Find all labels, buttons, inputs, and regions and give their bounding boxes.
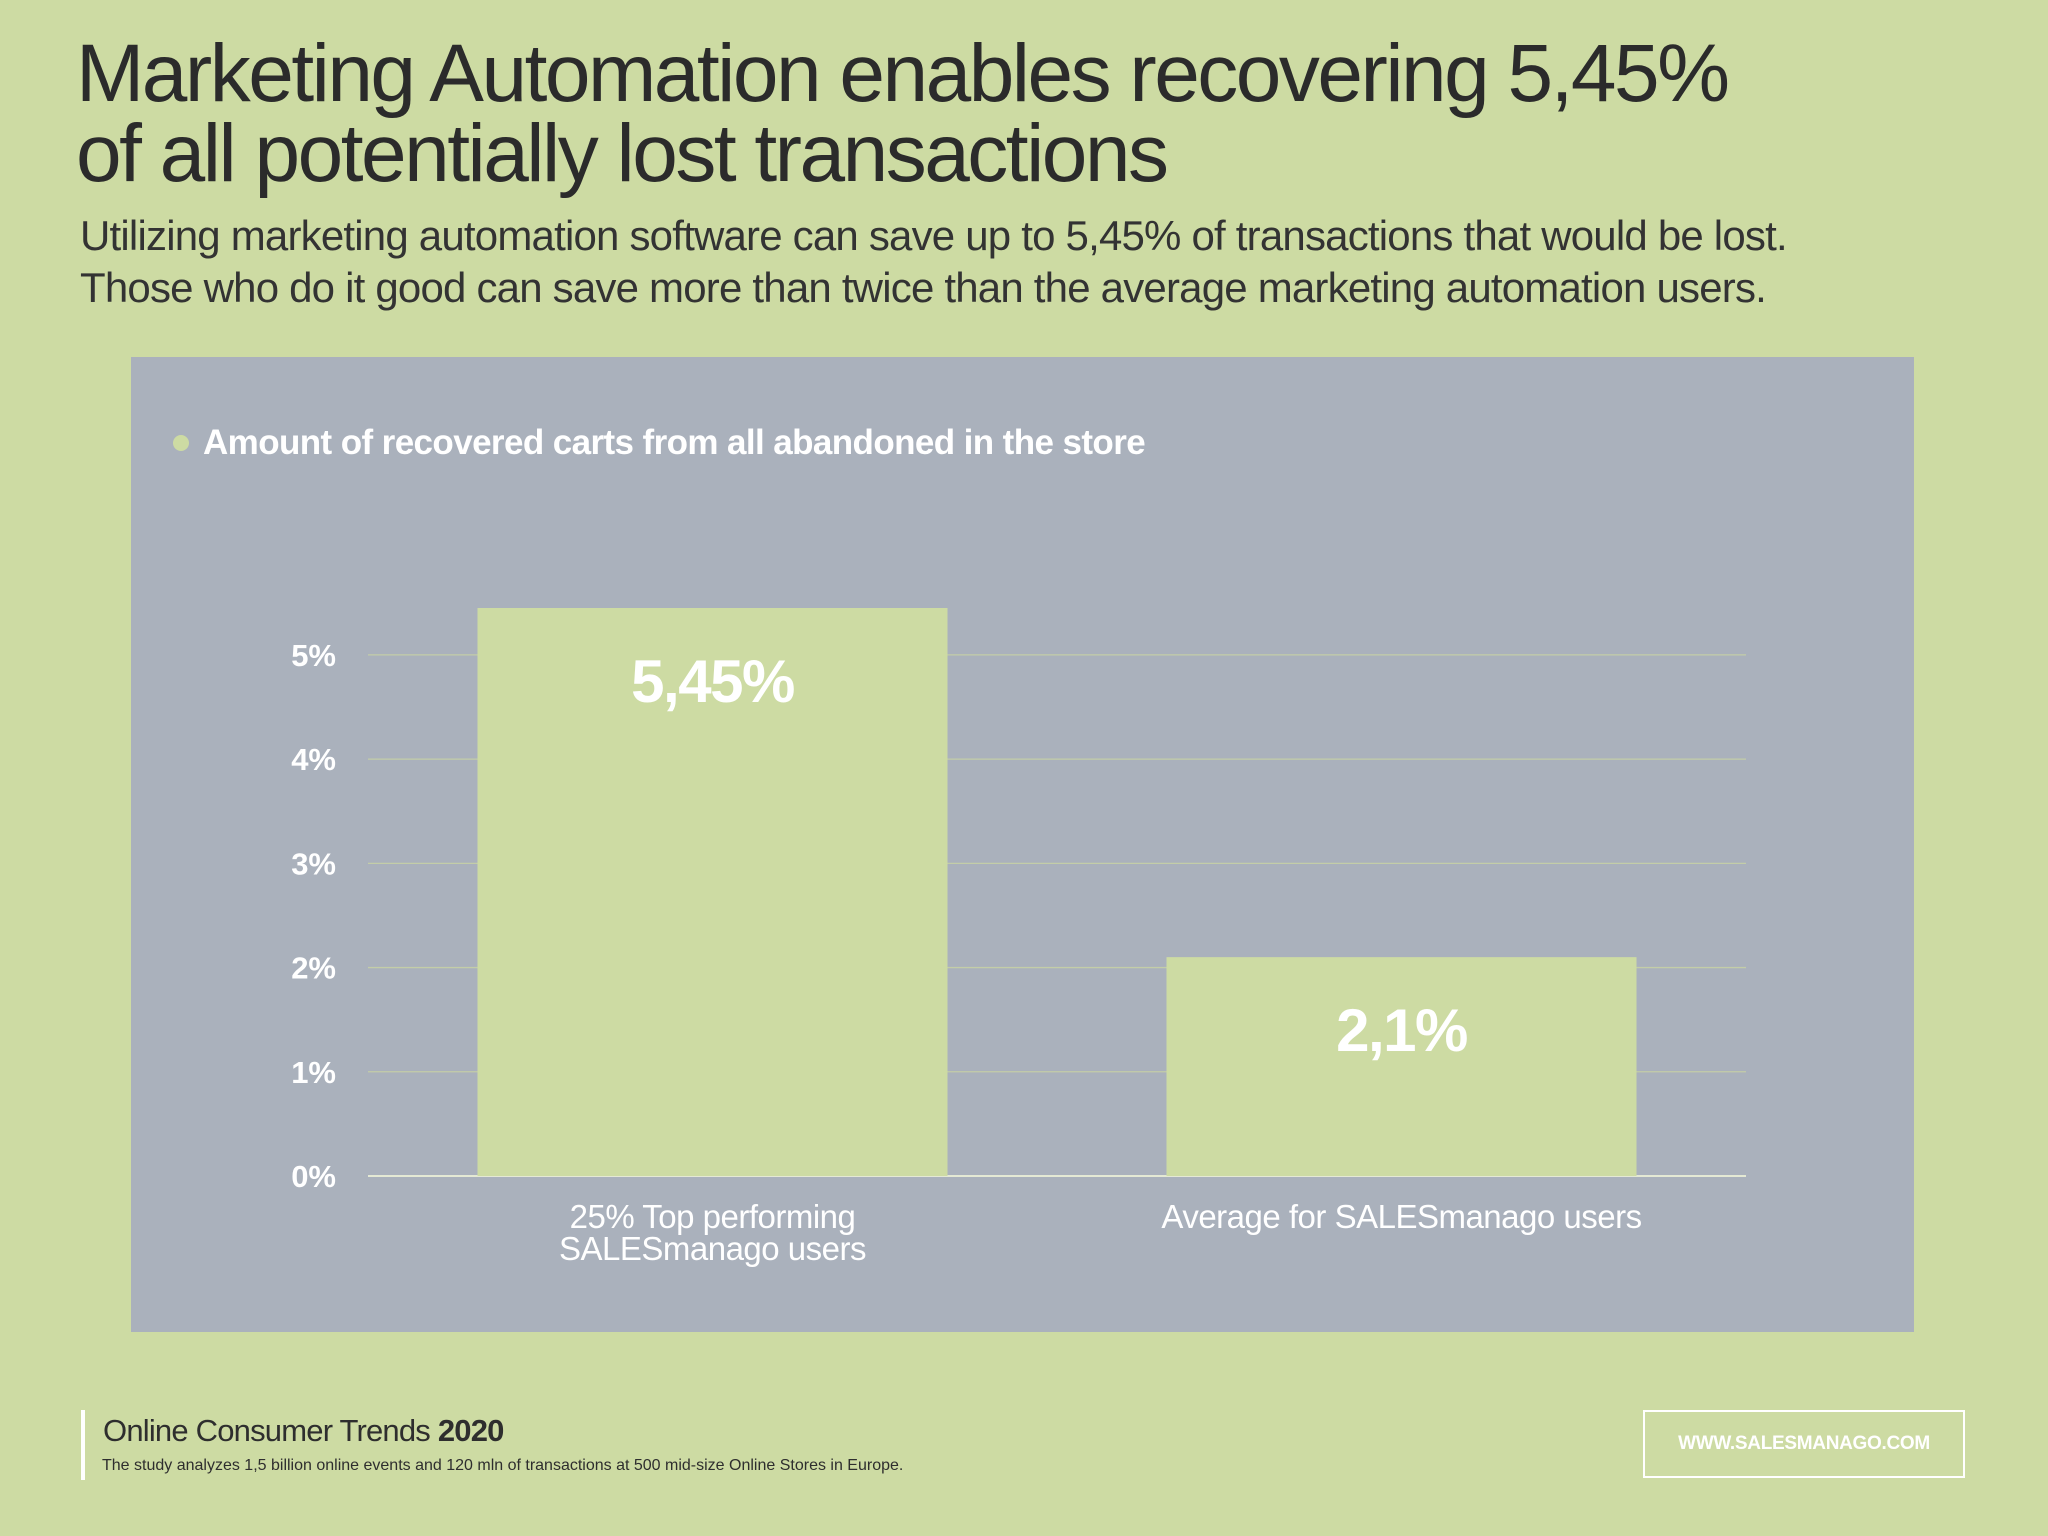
website-link-button[interactable]: WWW.SALESMANAGO.COM — [1643, 1410, 1965, 1478]
data-label: 2,1% — [1336, 997, 1467, 1064]
x-tick-label: 25% Top performing — [570, 1198, 856, 1235]
bar — [1166, 957, 1637, 1176]
y-tick-label: 0% — [291, 1159, 336, 1194]
y-tick-label: 3% — [291, 846, 336, 881]
subtitle-line-1: Utilizing marketing automation software … — [80, 212, 1788, 259]
title-line-1: Marketing Automation enables recovering … — [76, 28, 1730, 119]
y-tick-label: 5% — [291, 638, 336, 673]
bar — [477, 608, 948, 1176]
footer-title-text: Online Consumer Trends — [103, 1413, 431, 1448]
legend-label: Amount of recovered carts from all aband… — [203, 423, 1146, 462]
footer-note: The study analyzes 1,5 billion online ev… — [102, 1457, 904, 1474]
y-tick-label: 2% — [291, 951, 336, 986]
footer-year: 2020 — [437, 1413, 505, 1448]
y-tick-label: 1% — [291, 1055, 336, 1090]
footer-accent-bar — [81, 1410, 85, 1480]
bar-chart: 0% 1% 2% 3% 4% 5% 5,45% 25% Top performingSALES… — [291, 608, 1746, 1267]
page-title: Marketing Automation enables recovering … — [76, 28, 1976, 199]
chart-panel: 0% 1% 2% 3% 4% 5% 5,45% 25% Top performing SALES… — [131, 357, 1914, 1332]
title-line-2: of all potentially lost transactions — [76, 108, 1169, 199]
footer-title: Online Consumer Trends 2020 — [103, 1413, 504, 1449]
chart-legend: Amount of recovered carts from all aband… — [173, 423, 1146, 463]
x-tick-label: Average for SALESmanago users — [1161, 1198, 1641, 1235]
x-tick-label: SALESmanago users — [559, 1230, 866, 1267]
legend-marker — [173, 435, 189, 451]
y-tick-label: 4% — [291, 742, 336, 777]
page-subtitle: Utilizing marketing automation software … — [80, 210, 2020, 314]
data-label: 5,45% — [631, 648, 794, 715]
subtitle-line-2: Those who do it good can save more than … — [80, 264, 1767, 311]
